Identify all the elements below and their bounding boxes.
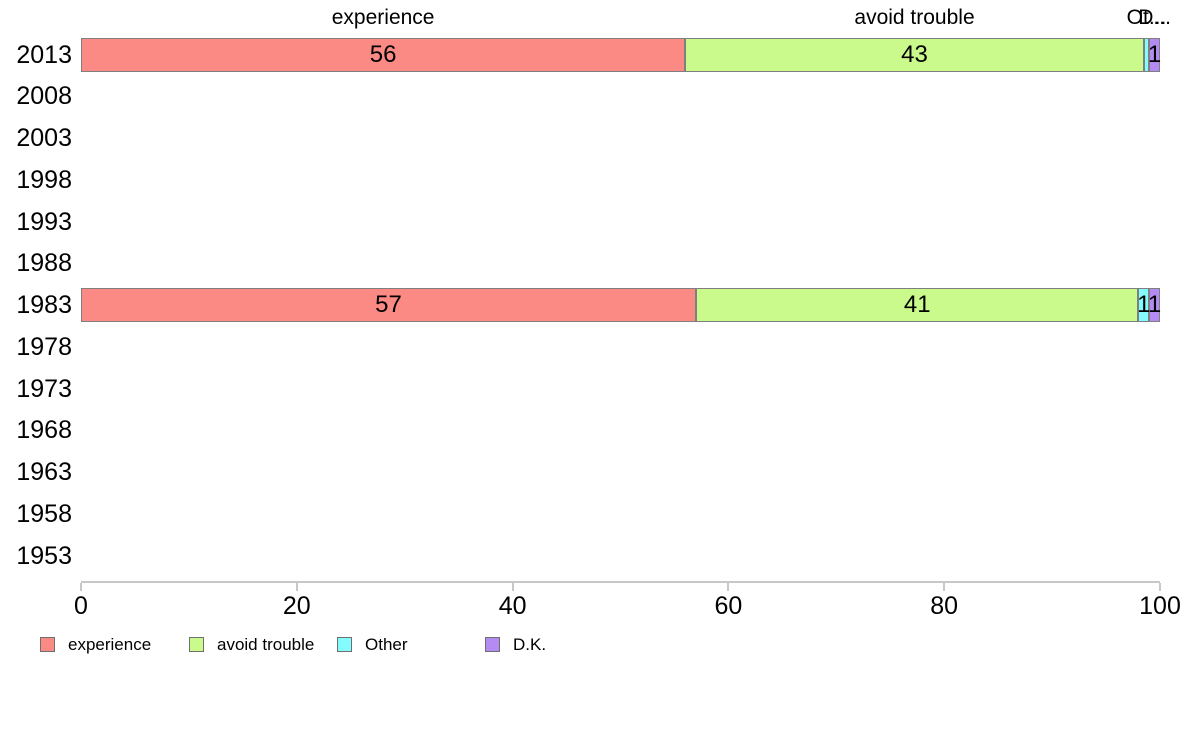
legend-swatch <box>485 637 500 652</box>
x-axis-tick-label: 20 <box>282 592 311 620</box>
column-header: experience <box>331 6 435 29</box>
legend-swatch <box>40 637 55 652</box>
column-header: avoid trouble <box>854 6 975 29</box>
bar-value-label: 57 <box>375 291 402 319</box>
column-header: Ot... <box>1126 6 1167 29</box>
column-header: D... <box>1138 6 1171 29</box>
bar-value-label: 41 <box>903 291 931 319</box>
x-axis-tick <box>1159 583 1161 591</box>
legend-swatch <box>337 637 352 652</box>
legend-label: avoid trouble <box>217 635 315 654</box>
category-label: 2013 <box>16 40 72 69</box>
legend-label: Other <box>365 635 408 654</box>
x-axis-tick-label: 40 <box>498 592 527 620</box>
legend-label: experience <box>68 635 152 654</box>
category-label: 1993 <box>16 207 72 236</box>
legend-swatch <box>189 637 204 652</box>
x-axis-tick-label: 80 <box>930 592 959 620</box>
category-label: 1973 <box>16 374 72 403</box>
x-axis-tick-label: 0 <box>74 592 88 620</box>
category-label: 2003 <box>16 124 72 153</box>
category-label: 1968 <box>16 416 72 445</box>
bar-segment-avoid-trouble: 41 <box>696 288 1139 323</box>
bar-segment-d-k-: 1 <box>1147 37 1162 72</box>
x-axis-tick <box>295 583 298 591</box>
x-axis-line <box>81 581 1160 583</box>
bar-value-label: 1 <box>1147 40 1162 68</box>
bar-value-label: 56 <box>369 40 397 68</box>
legend-label: D.K. <box>513 635 547 654</box>
category-label: 2008 <box>16 82 72 111</box>
bar-value-label: 43 <box>901 40 928 68</box>
bar-segment-other: 1 <box>1137 288 1151 323</box>
category-label: 1983 <box>16 291 72 320</box>
bar-segment-d-k-: 1 <box>1147 288 1162 323</box>
bar-segment-experience: 56 <box>81 37 686 72</box>
x-axis-tick <box>511 583 514 591</box>
x-axis-tick-label: 60 <box>714 592 743 620</box>
bar-value-label: 1 <box>1147 291 1162 319</box>
category-label: 1998 <box>16 165 72 194</box>
x-axis-tick <box>943 583 946 591</box>
category-label: 1958 <box>16 499 72 528</box>
category-label: 1988 <box>16 249 72 278</box>
x-axis-tick <box>80 583 82 591</box>
x-axis-tick-label: 100 <box>1139 592 1181 620</box>
category-label: 1978 <box>16 332 72 361</box>
bar-value-label: 1 <box>1137 291 1151 319</box>
bar-segment-experience: 57 <box>81 288 697 323</box>
category-label: 1963 <box>16 458 72 487</box>
bar-segment-avoid-trouble: 43 <box>685 37 1144 72</box>
x-axis-tick <box>727 583 730 591</box>
bar-segment-other <box>1143 37 1150 72</box>
category-label: 1953 <box>16 541 72 570</box>
